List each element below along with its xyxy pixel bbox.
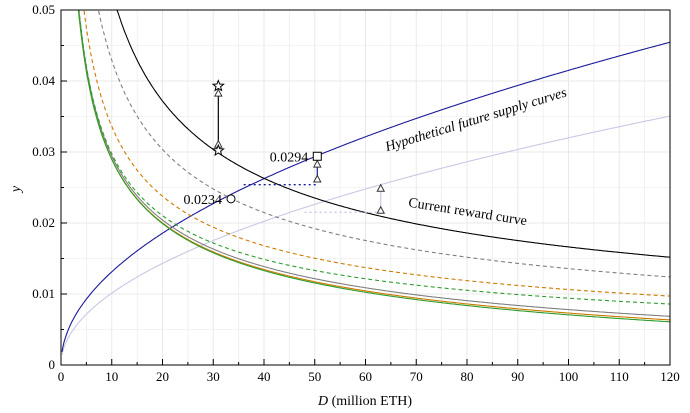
- x-tick-label: 30: [207, 369, 220, 384]
- y-axis-label: y: [9, 185, 24, 194]
- x-tick-label: 50: [308, 369, 321, 384]
- x-tick-label: 70: [410, 369, 423, 384]
- x-axis-label: D (million ETH): [317, 394, 412, 409]
- y-tick-label: 0.01: [32, 286, 55, 301]
- square-marker: [312, 151, 322, 161]
- grid: [61, 10, 670, 365]
- y-tick-label: 0.04: [32, 73, 55, 88]
- series-line: [61, 115, 670, 355]
- y-tick-label: 0: [49, 357, 56, 372]
- y-tick-label: 0.02: [32, 215, 55, 230]
- x-tick-label: 60: [359, 369, 372, 384]
- ticks: [60, 9, 671, 366]
- x-tick-label: 120: [660, 369, 680, 384]
- series-line: [77, 10, 670, 323]
- series-line: [78, 10, 670, 317]
- y-tick-label: 0.03: [32, 144, 55, 159]
- triangle-marker: [376, 183, 386, 192]
- series-line: [78, 10, 670, 305]
- triangle-marker: [376, 205, 386, 214]
- x-tick-label: 10: [105, 369, 118, 384]
- tick-labels: 0 10 20 30 40 50 60 70 80 90 100 110 120 0 0.01 0.02 0.0…: [32, 2, 680, 384]
- star-marker: [211, 143, 225, 157]
- y-tick-label: 0.05: [32, 2, 55, 17]
- plot-area: [61, 10, 670, 355]
- circle-marker: [226, 194, 236, 204]
- star-marker: [211, 79, 225, 92]
- x-tick-label: 0: [58, 369, 65, 384]
- triangle-marker: [213, 88, 223, 97]
- x-tick-label: 80: [461, 369, 474, 384]
- annotation-0234: 0.0234: [184, 193, 223, 208]
- x-tick-label: 90: [511, 369, 524, 384]
- triangle-marker: [312, 159, 322, 168]
- marks: [211, 79, 386, 214]
- x-tick-label: 40: [258, 369, 271, 384]
- x-tick-label: 100: [559, 369, 579, 384]
- series-line: [97, 10, 670, 278]
- x-axis-label-rest: (million ETH): [328, 394, 412, 409]
- annotation-0294: 0.0294: [270, 150, 309, 165]
- triangle-marker: [312, 174, 322, 183]
- x-tick-label: 110: [610, 369, 629, 384]
- x-tick-label: 20: [156, 369, 169, 384]
- x-axis-label-italic: D: [317, 394, 328, 409]
- series-line: [61, 41, 670, 352]
